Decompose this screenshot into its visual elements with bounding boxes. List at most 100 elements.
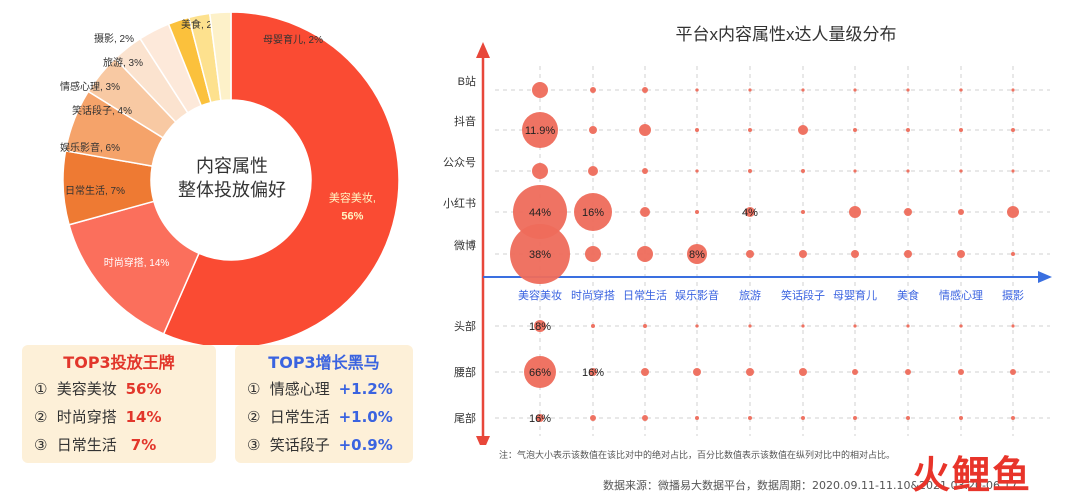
bubble xyxy=(536,414,544,422)
bubble xyxy=(748,169,752,173)
rank-label: 情感心理 xyxy=(269,380,330,398)
bubble xyxy=(1011,169,1015,173)
donut-chart: 美容美妆, 56% 时尚穿搭, 14% 日常生活, 7% 娱乐影音, 6% 笑话段子, 4… xyxy=(60,11,400,345)
bubble xyxy=(1011,324,1015,328)
bubble xyxy=(534,320,546,332)
category-label: 时尚穿搭 xyxy=(571,288,615,302)
bubble xyxy=(590,415,596,421)
top3-brands-row: ② 时尚穿搭 14% xyxy=(34,403,216,431)
bubble-label: 11.9% xyxy=(525,125,556,137)
bubble xyxy=(642,168,648,174)
bubble xyxy=(906,169,910,173)
category-label: 美容美妆 xyxy=(518,288,562,302)
bubble xyxy=(799,250,807,258)
row-label: 微博 xyxy=(454,238,476,252)
slice-label: 母婴育儿, 2% xyxy=(263,33,323,46)
category-label: 摄影 xyxy=(1002,288,1024,302)
bubble xyxy=(959,88,963,92)
bubble xyxy=(801,169,805,173)
rank-value: 14% xyxy=(125,408,162,426)
rank-value: 56% xyxy=(125,380,162,398)
bubble xyxy=(801,324,805,328)
bubble xyxy=(745,207,755,217)
bubble xyxy=(853,88,857,92)
bubble xyxy=(748,324,752,328)
rank-number: ① xyxy=(34,380,48,398)
row-label: 公众号 xyxy=(443,156,476,169)
bubble xyxy=(532,82,548,98)
bubble xyxy=(1011,252,1015,256)
slice-label: 娱乐影音, 6% xyxy=(60,141,120,154)
top3-growth-title: TOP3增长黑马 xyxy=(268,353,380,372)
bubble xyxy=(524,356,556,388)
rank-label: 美容美妆 xyxy=(56,380,117,398)
slice-label: 旅游, 3% xyxy=(103,56,143,69)
top3-growth-row: ① 情感心理 +1.2% xyxy=(247,375,413,403)
bubble xyxy=(695,88,699,92)
bubble-label: 38% xyxy=(529,249,551,261)
bubble xyxy=(590,87,596,93)
top3-brands-row: ① 美容美妆 56% xyxy=(34,375,216,403)
rank-number: ③ xyxy=(247,436,261,454)
chart-footnote: 注：气泡大小表示该数值在该比对中的绝对占比，百分比数值表示该数值在纵列对比中的相… xyxy=(499,451,896,461)
bubble xyxy=(1011,416,1015,420)
bubble xyxy=(853,324,857,328)
bubble xyxy=(801,88,805,92)
bubble-label: 66% xyxy=(529,367,551,379)
bubble xyxy=(905,369,911,375)
data-source: 数据来源：微播易大数据平台，数据周期：2020.09.11-11.10&2021… xyxy=(603,479,1018,492)
donut-slice xyxy=(208,11,232,102)
top3-brands-card: TOP3投放王牌 ① 美容美妆 56% ② 时尚穿搭 14% ③ 日常生活 7% xyxy=(22,345,216,463)
bubble xyxy=(695,128,699,132)
bubble xyxy=(640,207,650,217)
row-label: 尾部 xyxy=(454,411,476,425)
category-label: 旅游 xyxy=(739,288,761,302)
bubble xyxy=(1011,88,1015,92)
x-axis-arrow xyxy=(1038,271,1052,283)
bubble-label: 18% xyxy=(529,321,551,333)
bubble xyxy=(906,128,910,132)
rank-value: 7% xyxy=(125,436,157,454)
bubble-label: 4% xyxy=(742,207,758,219)
bubble-label: 16% xyxy=(529,413,551,425)
bubble xyxy=(513,185,567,239)
rank-label: 日常生活 xyxy=(56,436,117,454)
bubble xyxy=(957,250,965,258)
bubble-label: 16% xyxy=(582,367,604,379)
rank-label: 时尚穿搭 xyxy=(56,408,117,426)
bubble xyxy=(639,124,651,136)
slice-label: 时尚穿搭, 14% xyxy=(104,256,170,269)
bubble xyxy=(642,415,648,421)
bubble xyxy=(693,368,701,376)
category-label: 情感心理 xyxy=(939,289,983,302)
rank-value: +1.0% xyxy=(338,408,393,426)
bubble xyxy=(687,244,707,264)
bubble xyxy=(849,206,861,218)
donut-center-line2: 整体投放偏好 xyxy=(178,180,286,201)
row-label: 小红书 xyxy=(443,197,476,210)
bubble xyxy=(643,324,647,328)
slice-label: 摄影, 2% xyxy=(94,32,134,45)
rank-number: ③ xyxy=(34,436,48,454)
top3-growth-row: ③ 笑话段子 +0.9% xyxy=(247,431,413,459)
bubble xyxy=(958,209,964,215)
category-label: 娱乐影音 xyxy=(675,288,719,302)
bubble xyxy=(695,210,699,214)
category-label: 日常生活 xyxy=(623,288,667,302)
row-label: 抖音 xyxy=(454,114,476,128)
slice-label: 情感心理, 3% xyxy=(60,80,120,93)
bubble xyxy=(695,416,699,420)
bubble xyxy=(748,416,752,420)
bubble xyxy=(906,324,910,328)
bubble xyxy=(532,163,548,179)
slice-label: 笑话段子, 4% xyxy=(72,104,132,117)
category-label: 母婴育儿 xyxy=(833,288,877,302)
slice-label: 日常生活, 7% xyxy=(65,184,125,197)
bubble xyxy=(510,224,570,284)
bubble xyxy=(853,416,857,420)
donut-center-line1: 内容属性 xyxy=(196,156,268,177)
chart-title: 平台x内容属性x达人量级分布 xyxy=(676,25,897,44)
bubble xyxy=(746,368,754,376)
bubble xyxy=(746,250,754,258)
